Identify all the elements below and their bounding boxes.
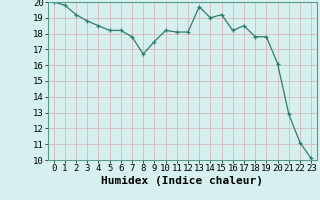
X-axis label: Humidex (Indice chaleur): Humidex (Indice chaleur) bbox=[101, 176, 263, 186]
